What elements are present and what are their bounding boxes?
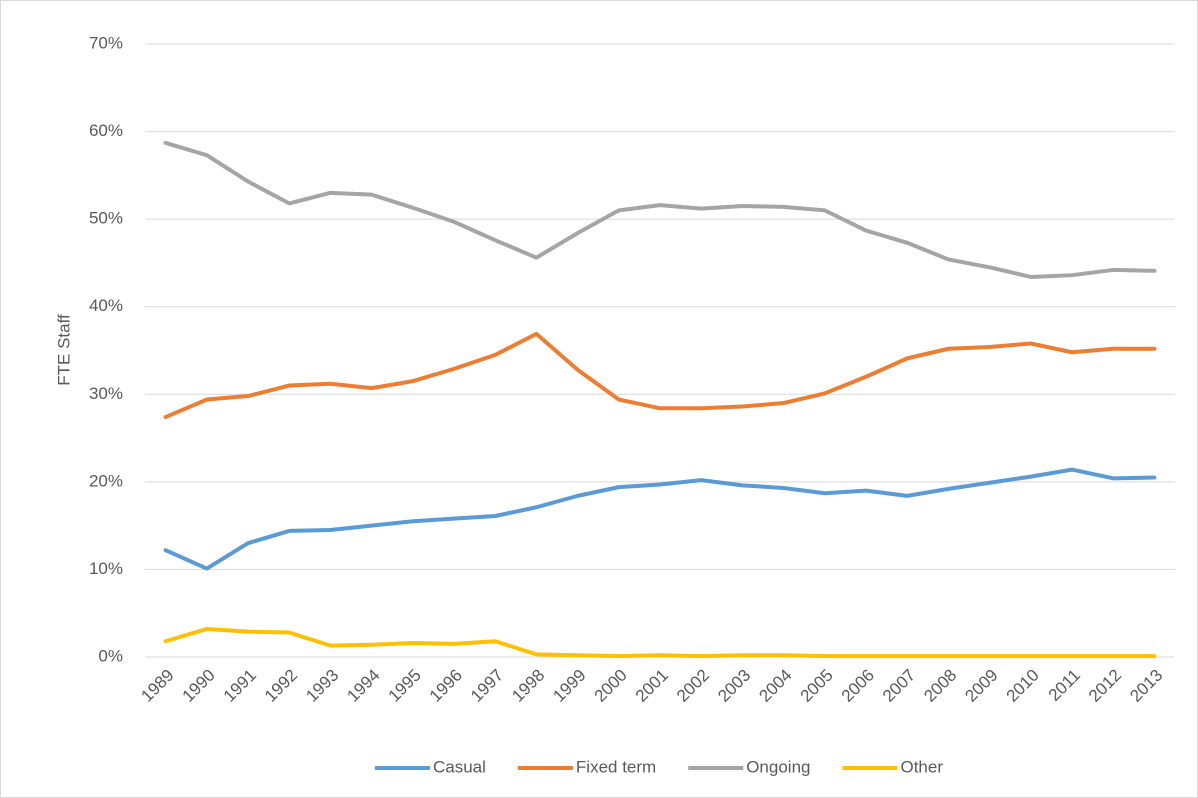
series-line xyxy=(163,331,1157,420)
legend-label: Other xyxy=(900,757,943,776)
y-tick-label: 70% xyxy=(89,33,123,52)
legend-label: Ongoing xyxy=(746,757,810,776)
y-tick-label: 50% xyxy=(89,209,123,228)
y-tick-label: 10% xyxy=(89,559,123,578)
y-axis-title: FTE Staff xyxy=(54,314,73,386)
series-line xyxy=(163,140,1157,279)
legend-label: Fixed term xyxy=(576,757,656,776)
series-line xyxy=(163,467,1157,571)
y-tick-label: 40% xyxy=(89,296,123,315)
y-tick-label: 0% xyxy=(98,646,123,665)
series-line xyxy=(163,626,1157,659)
y-tick-label: 30% xyxy=(89,384,123,403)
y-tick-label: 20% xyxy=(89,471,123,490)
y-tick-label: 60% xyxy=(89,121,123,140)
legend-label: Casual xyxy=(433,757,486,776)
